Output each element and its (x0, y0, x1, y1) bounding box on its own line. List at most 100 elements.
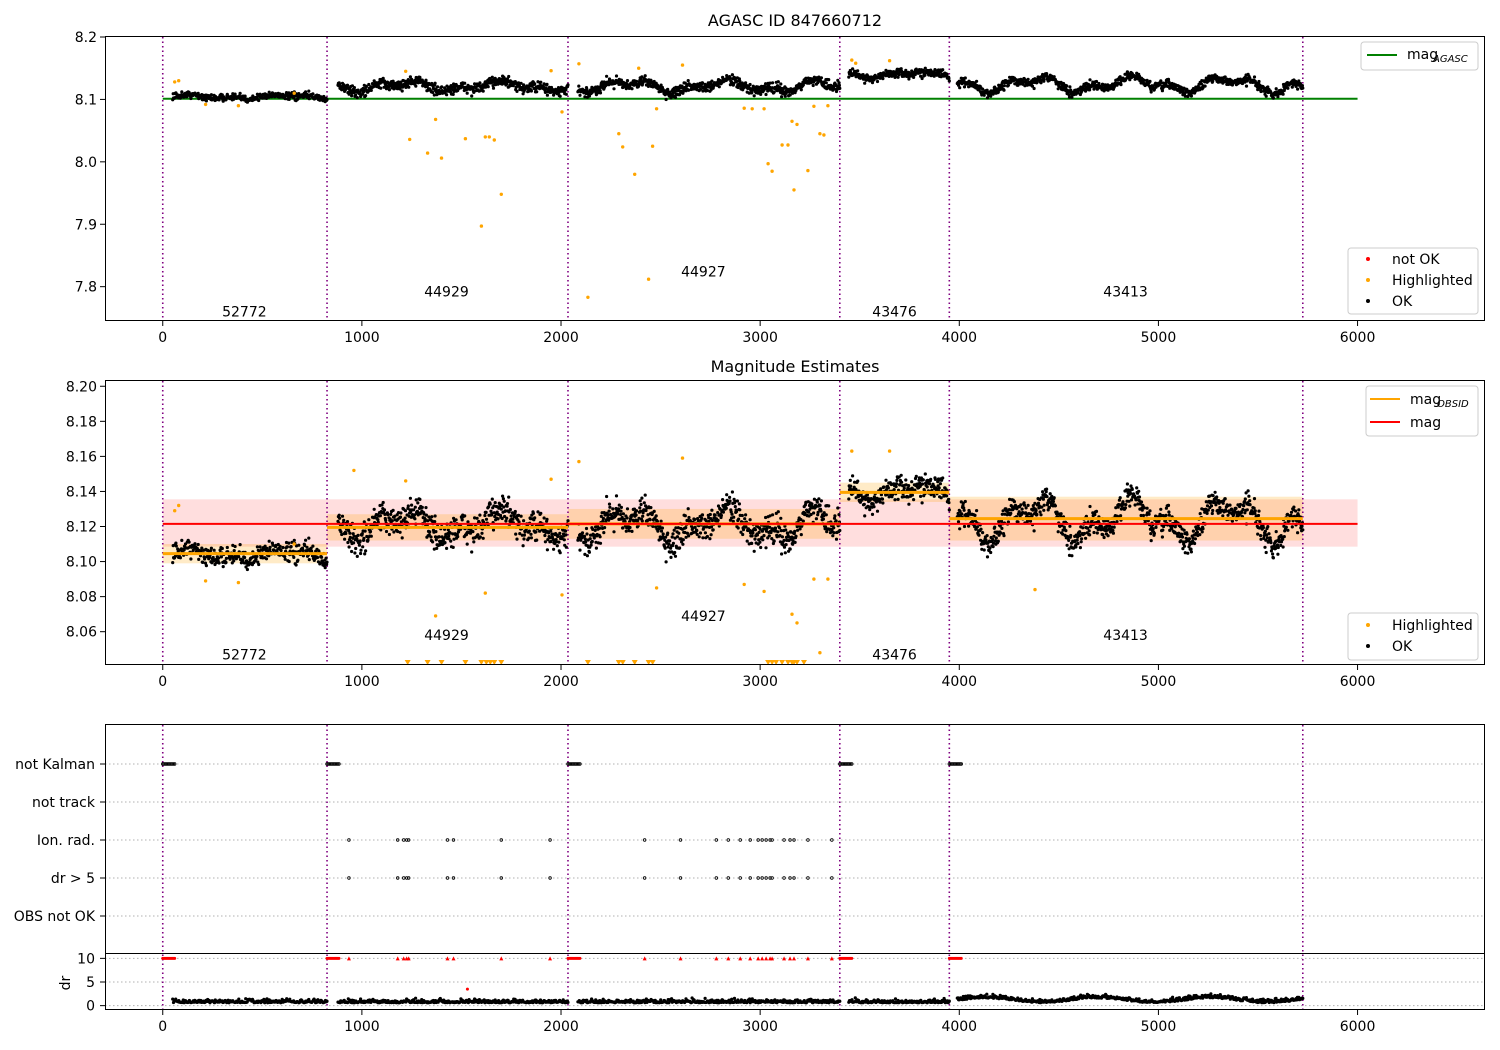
ok-point (741, 532, 745, 537)
ok-point (545, 82, 549, 86)
ok-point (1056, 530, 1060, 534)
ok-point (947, 79, 951, 83)
ok-point (1035, 512, 1039, 517)
ok-point (784, 528, 788, 532)
ok-point (1045, 487, 1049, 491)
ok-point (734, 510, 739, 514)
ok-point (701, 89, 705, 93)
ok-point (315, 555, 320, 560)
ok-point (278, 544, 282, 548)
ok-point (778, 526, 782, 530)
ok-point (967, 524, 971, 528)
ok-point (391, 508, 395, 512)
ok-point (224, 560, 228, 565)
highlighted-point (177, 79, 181, 83)
ok-point (985, 555, 990, 559)
ok-point (999, 531, 1003, 535)
ok-point (1012, 500, 1017, 504)
ok-point (886, 486, 891, 490)
ok-point (872, 505, 876, 509)
ok-point (1301, 86, 1305, 90)
ok-point (812, 511, 816, 515)
ok-point (187, 540, 191, 544)
ok-point (996, 539, 1000, 543)
ok-point (478, 513, 482, 517)
ok-point (224, 556, 228, 561)
ok-point (505, 502, 510, 506)
ok-point (902, 495, 906, 499)
highlighted-point (408, 137, 412, 142)
ok-point (608, 78, 612, 82)
ok-point (991, 545, 995, 549)
ok-point (1068, 85, 1072, 89)
ok-point (630, 529, 634, 534)
ok-point (621, 526, 625, 530)
ok-point (1081, 526, 1085, 530)
ok-point (652, 509, 656, 513)
ok-point (582, 534, 587, 538)
ok-point (762, 88, 766, 92)
obsid-label: 44927 (681, 265, 726, 281)
ok-point (499, 507, 503, 511)
ok-point (369, 534, 373, 538)
ok-point (505, 82, 509, 86)
y-tick-label: 7.8 (75, 280, 97, 296)
ok-point (287, 97, 291, 101)
ok-point (1024, 506, 1028, 510)
ok-point (257, 562, 261, 567)
ok-point (233, 92, 237, 96)
ok-point (705, 534, 710, 539)
ok-point (304, 90, 308, 94)
ok-point (481, 89, 485, 93)
ok-point (862, 502, 866, 506)
ok-point (212, 548, 216, 552)
ok-point (625, 82, 629, 86)
legend-subscript: AGASC (1432, 54, 1468, 65)
highlighted-point (549, 69, 553, 73)
ok-point (476, 533, 480, 537)
ok-point (590, 539, 594, 544)
ok-point (1084, 536, 1088, 540)
ok-point (406, 504, 410, 508)
ok-point (418, 75, 422, 79)
ok-point (509, 514, 513, 518)
ok-point (475, 516, 479, 520)
ok-point (483, 513, 487, 518)
ok-point (387, 532, 391, 537)
ok-point (681, 542, 685, 546)
ok-point (507, 495, 511, 499)
ok-point (378, 514, 382, 518)
ok-point (872, 78, 876, 82)
ok-point (217, 561, 221, 565)
ok-point (1041, 490, 1045, 494)
legend-marker (1366, 299, 1370, 303)
ok-point (1000, 526, 1004, 531)
ok-point (642, 501, 646, 505)
ok-point (232, 559, 236, 563)
ok-point (914, 474, 918, 478)
ok-point (340, 514, 345, 518)
ok-point (837, 81, 841, 85)
ok-point (343, 537, 347, 541)
ok-point (197, 557, 201, 562)
ok-point (372, 507, 376, 511)
ok-point (962, 85, 967, 89)
ok-point (938, 482, 943, 486)
ok-point (517, 81, 521, 85)
ok-point (363, 529, 367, 533)
ok-point (761, 538, 765, 542)
ok-point (562, 538, 566, 542)
ok-point (355, 96, 359, 100)
x-tick-label: 3000 (742, 330, 778, 346)
ok-point (529, 536, 534, 540)
ok-point (292, 555, 296, 560)
ok-point (1020, 507, 1024, 511)
ok-point (920, 482, 925, 486)
ok-point (611, 507, 615, 511)
ok-point (713, 513, 717, 517)
ok-point (372, 79, 376, 83)
ok-point (728, 499, 732, 503)
ok-point (700, 81, 705, 85)
ok-point (1257, 79, 1261, 84)
highlighted-point (780, 143, 784, 147)
